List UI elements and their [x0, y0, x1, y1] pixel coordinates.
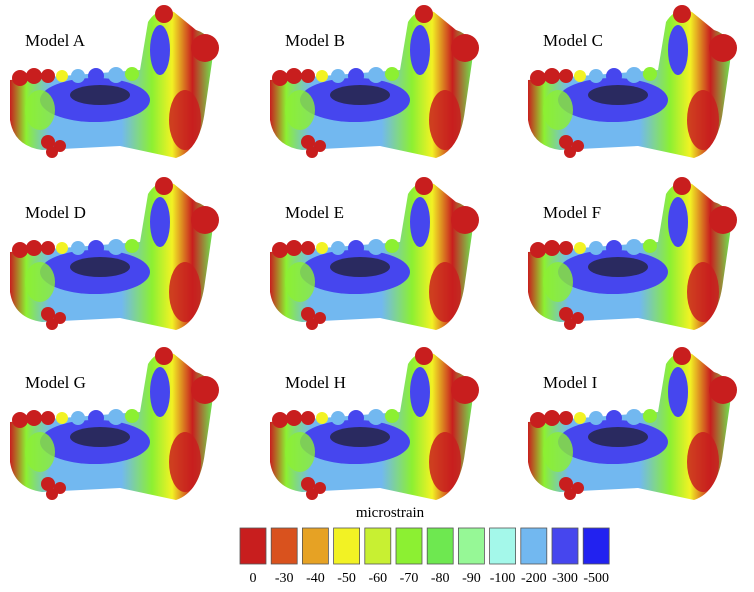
- legend-title: microstrain: [356, 505, 425, 521]
- legend-swatch: [239, 527, 267, 565]
- legend-swatch: [301, 527, 329, 565]
- mandible-render: [270, 177, 479, 330]
- panel-label: Model F: [543, 203, 601, 222]
- legend-label: -60: [368, 571, 387, 586]
- panel-label: Model D: [25, 203, 86, 222]
- legend-label: -200: [521, 571, 547, 586]
- mandible-render: [10, 347, 219, 500]
- legend-label: -300: [552, 571, 578, 586]
- legend-swatch: [270, 527, 298, 565]
- legend-label: -30: [275, 571, 294, 586]
- panel-label: Model C: [543, 31, 603, 50]
- legend-swatch: [395, 527, 423, 565]
- legend-swatch: [489, 527, 517, 565]
- mandible-render: [528, 177, 737, 330]
- mandible-render: [10, 5, 219, 158]
- mandible-render: [270, 347, 479, 500]
- legend-swatch: [520, 527, 548, 565]
- panel-label: Model E: [285, 203, 344, 222]
- legend-label: -90: [462, 571, 481, 586]
- panel-label: Model B: [285, 31, 345, 50]
- mandible-render: [528, 347, 737, 500]
- legend-label: -100: [490, 571, 516, 586]
- panel-label: Model I: [543, 373, 598, 392]
- legend-label: -80: [431, 571, 450, 586]
- legend-swatch: [551, 527, 579, 565]
- mandible-render: [10, 177, 219, 330]
- legend-label: -40: [306, 571, 325, 586]
- panel-label: Model G: [25, 373, 86, 392]
- legend-swatch: [426, 527, 454, 565]
- legend-swatch: [582, 527, 610, 565]
- panel-label: Model A: [25, 31, 86, 50]
- legend-swatch: [333, 527, 361, 565]
- legend-label: -50: [337, 571, 356, 586]
- legend-swatch: [457, 527, 485, 565]
- legend-label: -500: [583, 571, 609, 586]
- legend-swatch: [364, 527, 392, 565]
- mandible-render: [270, 5, 479, 158]
- mandible-render: [528, 5, 737, 158]
- panel-label: Model H: [285, 373, 346, 392]
- legend-label: 0: [250, 571, 257, 586]
- legend-label: -70: [400, 571, 419, 586]
